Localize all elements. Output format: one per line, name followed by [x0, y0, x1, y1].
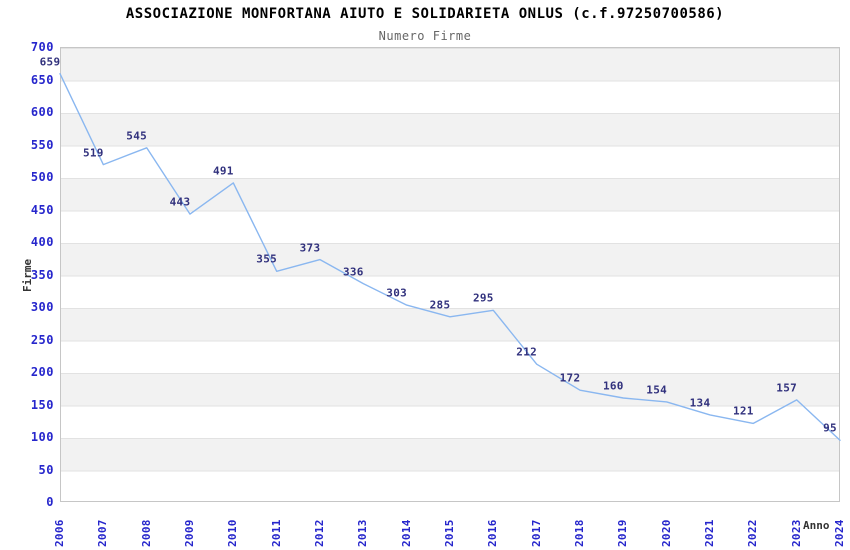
- x-tick-label: 2023: [789, 519, 803, 547]
- data-point-label: 121: [732, 404, 754, 418]
- data-point-label: 95: [823, 421, 837, 435]
- data-point-label: 373: [299, 241, 321, 255]
- data-point-label: 355: [256, 252, 278, 266]
- x-tick-label: 2020: [659, 519, 673, 547]
- plot-area: [60, 47, 840, 502]
- x-tick-label: 2016: [486, 519, 500, 547]
- data-point-label: 154: [646, 383, 668, 397]
- x-tick-label: 2024: [833, 519, 846, 547]
- y-tick-label: 700: [30, 40, 54, 54]
- data-point-label: 443: [169, 195, 191, 209]
- x-axis-title: Anno: [803, 519, 830, 532]
- y-tick-label: 600: [30, 105, 54, 119]
- y-tick-label: 250: [30, 332, 54, 347]
- data-point-label: 659: [39, 55, 61, 69]
- y-tick-label: 650: [30, 72, 54, 87]
- data-point-label: 491: [212, 164, 234, 178]
- chart-subtitle: Numero Firme: [378, 29, 472, 43]
- data-point-label: 172: [559, 371, 581, 385]
- data-point-label: 336: [342, 265, 364, 279]
- y-tick-label: 150: [30, 397, 54, 412]
- y-tick-label: 500: [30, 170, 54, 184]
- x-tick-label: 2010: [226, 519, 240, 547]
- y-tick-label: 550: [30, 137, 54, 152]
- x-tick-label: 2012: [313, 519, 326, 547]
- x-tick-label: 2017: [529, 519, 543, 547]
- data-point-label: 519: [82, 146, 104, 160]
- y-tick-label: 400: [30, 235, 54, 249]
- x-tick-label: 2019: [616, 519, 630, 547]
- y-tick-label: 300: [30, 300, 54, 314]
- x-tick-label: 2018: [573, 519, 586, 547]
- y-axis-title: Firme: [21, 258, 34, 292]
- y-tick-label: 450: [30, 202, 54, 217]
- data-point-label: 285: [429, 298, 451, 312]
- data-point-label: 295: [472, 291, 494, 305]
- y-tick-label: 350: [30, 267, 54, 282]
- x-tick-label: 2022: [746, 519, 760, 547]
- data-point-label: 545: [126, 129, 148, 143]
- x-tick-label: 2006: [53, 519, 66, 547]
- x-tick-label: 2009: [183, 519, 196, 547]
- x-tick-label: 2015: [443, 519, 456, 547]
- y-tick-label: 100: [30, 430, 54, 444]
- y-tick-label: 50: [38, 462, 54, 477]
- x-tick-label: 2013: [356, 519, 370, 547]
- x-tick-label: 2021: [703, 519, 716, 547]
- data-point-label: 157: [776, 381, 798, 395]
- x-tick-label: 2007: [96, 519, 110, 547]
- x-tick-label: 2008: [139, 519, 153, 547]
- data-point-label: 160: [602, 379, 624, 393]
- x-tick-label: 2014: [399, 519, 413, 547]
- x-tick-label: 2011: [269, 519, 283, 547]
- data-point-label: 212: [516, 345, 538, 359]
- y-tick-label: 0: [46, 495, 54, 509]
- data-point-label: 134: [689, 396, 711, 410]
- data-point-label: 303: [386, 286, 408, 300]
- y-tick-label: 200: [30, 365, 54, 379]
- chart-title: ASSOCIAZIONE MONFORTANA AIUTO E SOLIDARI…: [125, 6, 725, 22]
